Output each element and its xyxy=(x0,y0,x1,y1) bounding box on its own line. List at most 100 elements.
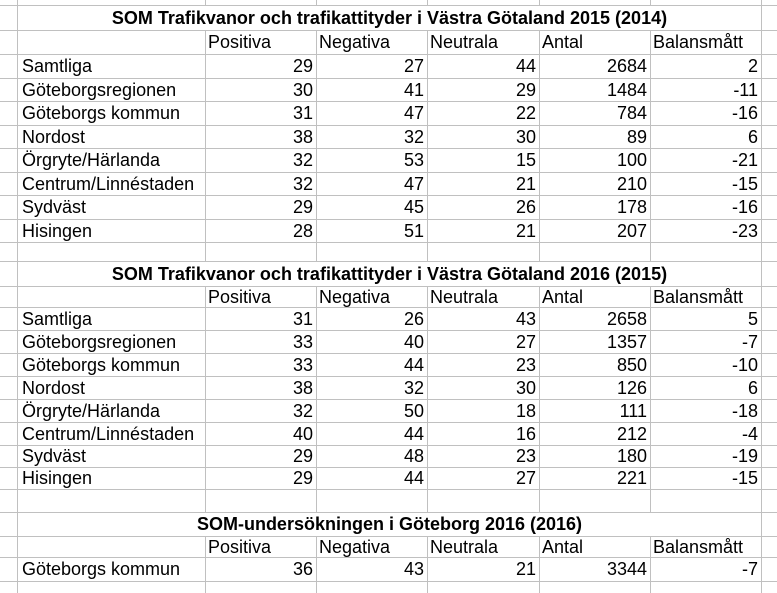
value-cell[interactable]: 212 xyxy=(540,423,651,445)
value-cell[interactable]: 29 xyxy=(206,55,317,78)
empty-cell[interactable] xyxy=(0,287,18,307)
row-label-cell[interactable]: Centrum/Linnéstaden xyxy=(18,423,206,445)
empty-cell[interactable] xyxy=(762,582,777,593)
empty-cell[interactable] xyxy=(317,0,428,5)
empty-cell[interactable] xyxy=(540,243,651,261)
value-cell[interactable]: 31 xyxy=(206,308,317,330)
empty-cell[interactable] xyxy=(0,196,18,219)
empty-cell[interactable] xyxy=(428,490,540,512)
value-cell[interactable]: 38 xyxy=(206,126,317,148)
value-cell[interactable]: -19 xyxy=(651,446,762,467)
empty-cell[interactable] xyxy=(762,0,777,5)
value-cell[interactable]: 31 xyxy=(206,102,317,125)
value-cell[interactable]: -15 xyxy=(651,173,762,195)
value-cell[interactable]: 89 xyxy=(540,126,651,148)
value-cell[interactable]: -7 xyxy=(651,558,762,581)
value-cell[interactable]: 29 xyxy=(428,79,540,101)
empty-cell[interactable] xyxy=(18,287,206,307)
empty-cell[interactable] xyxy=(18,537,206,557)
value-cell[interactable]: -23 xyxy=(651,220,762,242)
empty-cell[interactable] xyxy=(762,31,777,54)
empty-cell[interactable] xyxy=(762,468,777,489)
value-cell[interactable]: 210 xyxy=(540,173,651,195)
table-title-cell[interactable]: SOM Trafikvanor och trafikattityder i Vä… xyxy=(18,6,762,30)
value-cell[interactable]: 53 xyxy=(317,149,428,172)
row-label-cell[interactable]: Göteborgs kommun xyxy=(18,354,206,376)
value-cell[interactable]: 22 xyxy=(428,102,540,125)
value-cell[interactable]: -18 xyxy=(651,400,762,422)
value-cell[interactable]: 47 xyxy=(317,102,428,125)
row-label-cell[interactable]: Nordost xyxy=(18,377,206,399)
value-cell[interactable]: 43 xyxy=(428,308,540,330)
value-cell[interactable]: 38 xyxy=(206,377,317,399)
row-label-cell[interactable]: Hisingen xyxy=(18,220,206,242)
table-title-cell[interactable]: SOM Trafikvanor och trafikattityder i Vä… xyxy=(18,262,762,286)
empty-cell[interactable] xyxy=(0,513,18,536)
empty-cell[interactable] xyxy=(0,446,18,467)
empty-cell[interactable] xyxy=(0,400,18,422)
empty-cell[interactable] xyxy=(762,262,777,286)
value-cell[interactable]: 33 xyxy=(206,354,317,376)
value-cell[interactable]: 32 xyxy=(206,400,317,422)
value-cell[interactable]: 32 xyxy=(317,377,428,399)
empty-cell[interactable] xyxy=(0,79,18,101)
value-cell[interactable]: 207 xyxy=(540,220,651,242)
value-cell[interactable]: 26 xyxy=(317,308,428,330)
value-cell[interactable]: 27 xyxy=(317,55,428,78)
value-cell[interactable]: 30 xyxy=(428,377,540,399)
value-cell[interactable]: 27 xyxy=(428,468,540,489)
column-header-cell[interactable]: Negativa xyxy=(317,537,428,557)
empty-cell[interactable] xyxy=(0,149,18,172)
value-cell[interactable]: -11 xyxy=(651,79,762,101)
value-cell[interactable]: 6 xyxy=(651,126,762,148)
value-cell[interactable]: 126 xyxy=(540,377,651,399)
value-cell[interactable]: 16 xyxy=(428,423,540,445)
column-header-cell[interactable]: Positiva xyxy=(206,287,317,307)
value-cell[interactable]: -21 xyxy=(651,149,762,172)
column-header-cell[interactable]: Balansmått xyxy=(651,287,762,307)
value-cell[interactable]: 36 xyxy=(206,558,317,581)
value-cell[interactable]: 1484 xyxy=(540,79,651,101)
empty-cell[interactable] xyxy=(762,423,777,445)
value-cell[interactable]: 21 xyxy=(428,558,540,581)
empty-cell[interactable] xyxy=(540,490,651,512)
empty-cell[interactable] xyxy=(762,102,777,125)
row-label-cell[interactable]: Samtliga xyxy=(18,55,206,78)
empty-cell[interactable] xyxy=(0,220,18,242)
value-cell[interactable]: 32 xyxy=(317,126,428,148)
row-label-cell[interactable]: Örgryte/Härlanda xyxy=(18,400,206,422)
empty-cell[interactable] xyxy=(206,0,317,5)
empty-cell[interactable] xyxy=(0,423,18,445)
value-cell[interactable]: 44 xyxy=(317,468,428,489)
empty-cell[interactable] xyxy=(0,537,18,557)
empty-cell[interactable] xyxy=(206,582,317,593)
empty-cell[interactable] xyxy=(762,446,777,467)
value-cell[interactable]: 15 xyxy=(428,149,540,172)
value-cell[interactable]: 784 xyxy=(540,102,651,125)
empty-cell[interactable] xyxy=(540,0,651,5)
value-cell[interactable]: 30 xyxy=(206,79,317,101)
empty-cell[interactable] xyxy=(18,243,206,261)
empty-cell[interactable] xyxy=(762,331,777,353)
empty-cell[interactable] xyxy=(0,6,18,30)
value-cell[interactable]: 21 xyxy=(428,173,540,195)
value-cell[interactable]: -4 xyxy=(651,423,762,445)
value-cell[interactable]: 40 xyxy=(206,423,317,445)
empty-cell[interactable] xyxy=(0,31,18,54)
value-cell[interactable]: 33 xyxy=(206,331,317,353)
empty-cell[interactable] xyxy=(428,582,540,593)
empty-cell[interactable] xyxy=(762,354,777,376)
value-cell[interactable]: 3344 xyxy=(540,558,651,581)
row-label-cell[interactable]: Göteborgsregionen xyxy=(18,331,206,353)
value-cell[interactable]: 44 xyxy=(428,55,540,78)
column-header-cell[interactable]: Negativa xyxy=(317,287,428,307)
value-cell[interactable]: 850 xyxy=(540,354,651,376)
value-cell[interactable]: 180 xyxy=(540,446,651,467)
empty-cell[interactable] xyxy=(762,308,777,330)
value-cell[interactable]: 44 xyxy=(317,354,428,376)
value-cell[interactable]: 32 xyxy=(206,173,317,195)
value-cell[interactable]: 2 xyxy=(651,55,762,78)
empty-cell[interactable] xyxy=(762,243,777,261)
value-cell[interactable]: 43 xyxy=(317,558,428,581)
empty-cell[interactable] xyxy=(0,308,18,330)
